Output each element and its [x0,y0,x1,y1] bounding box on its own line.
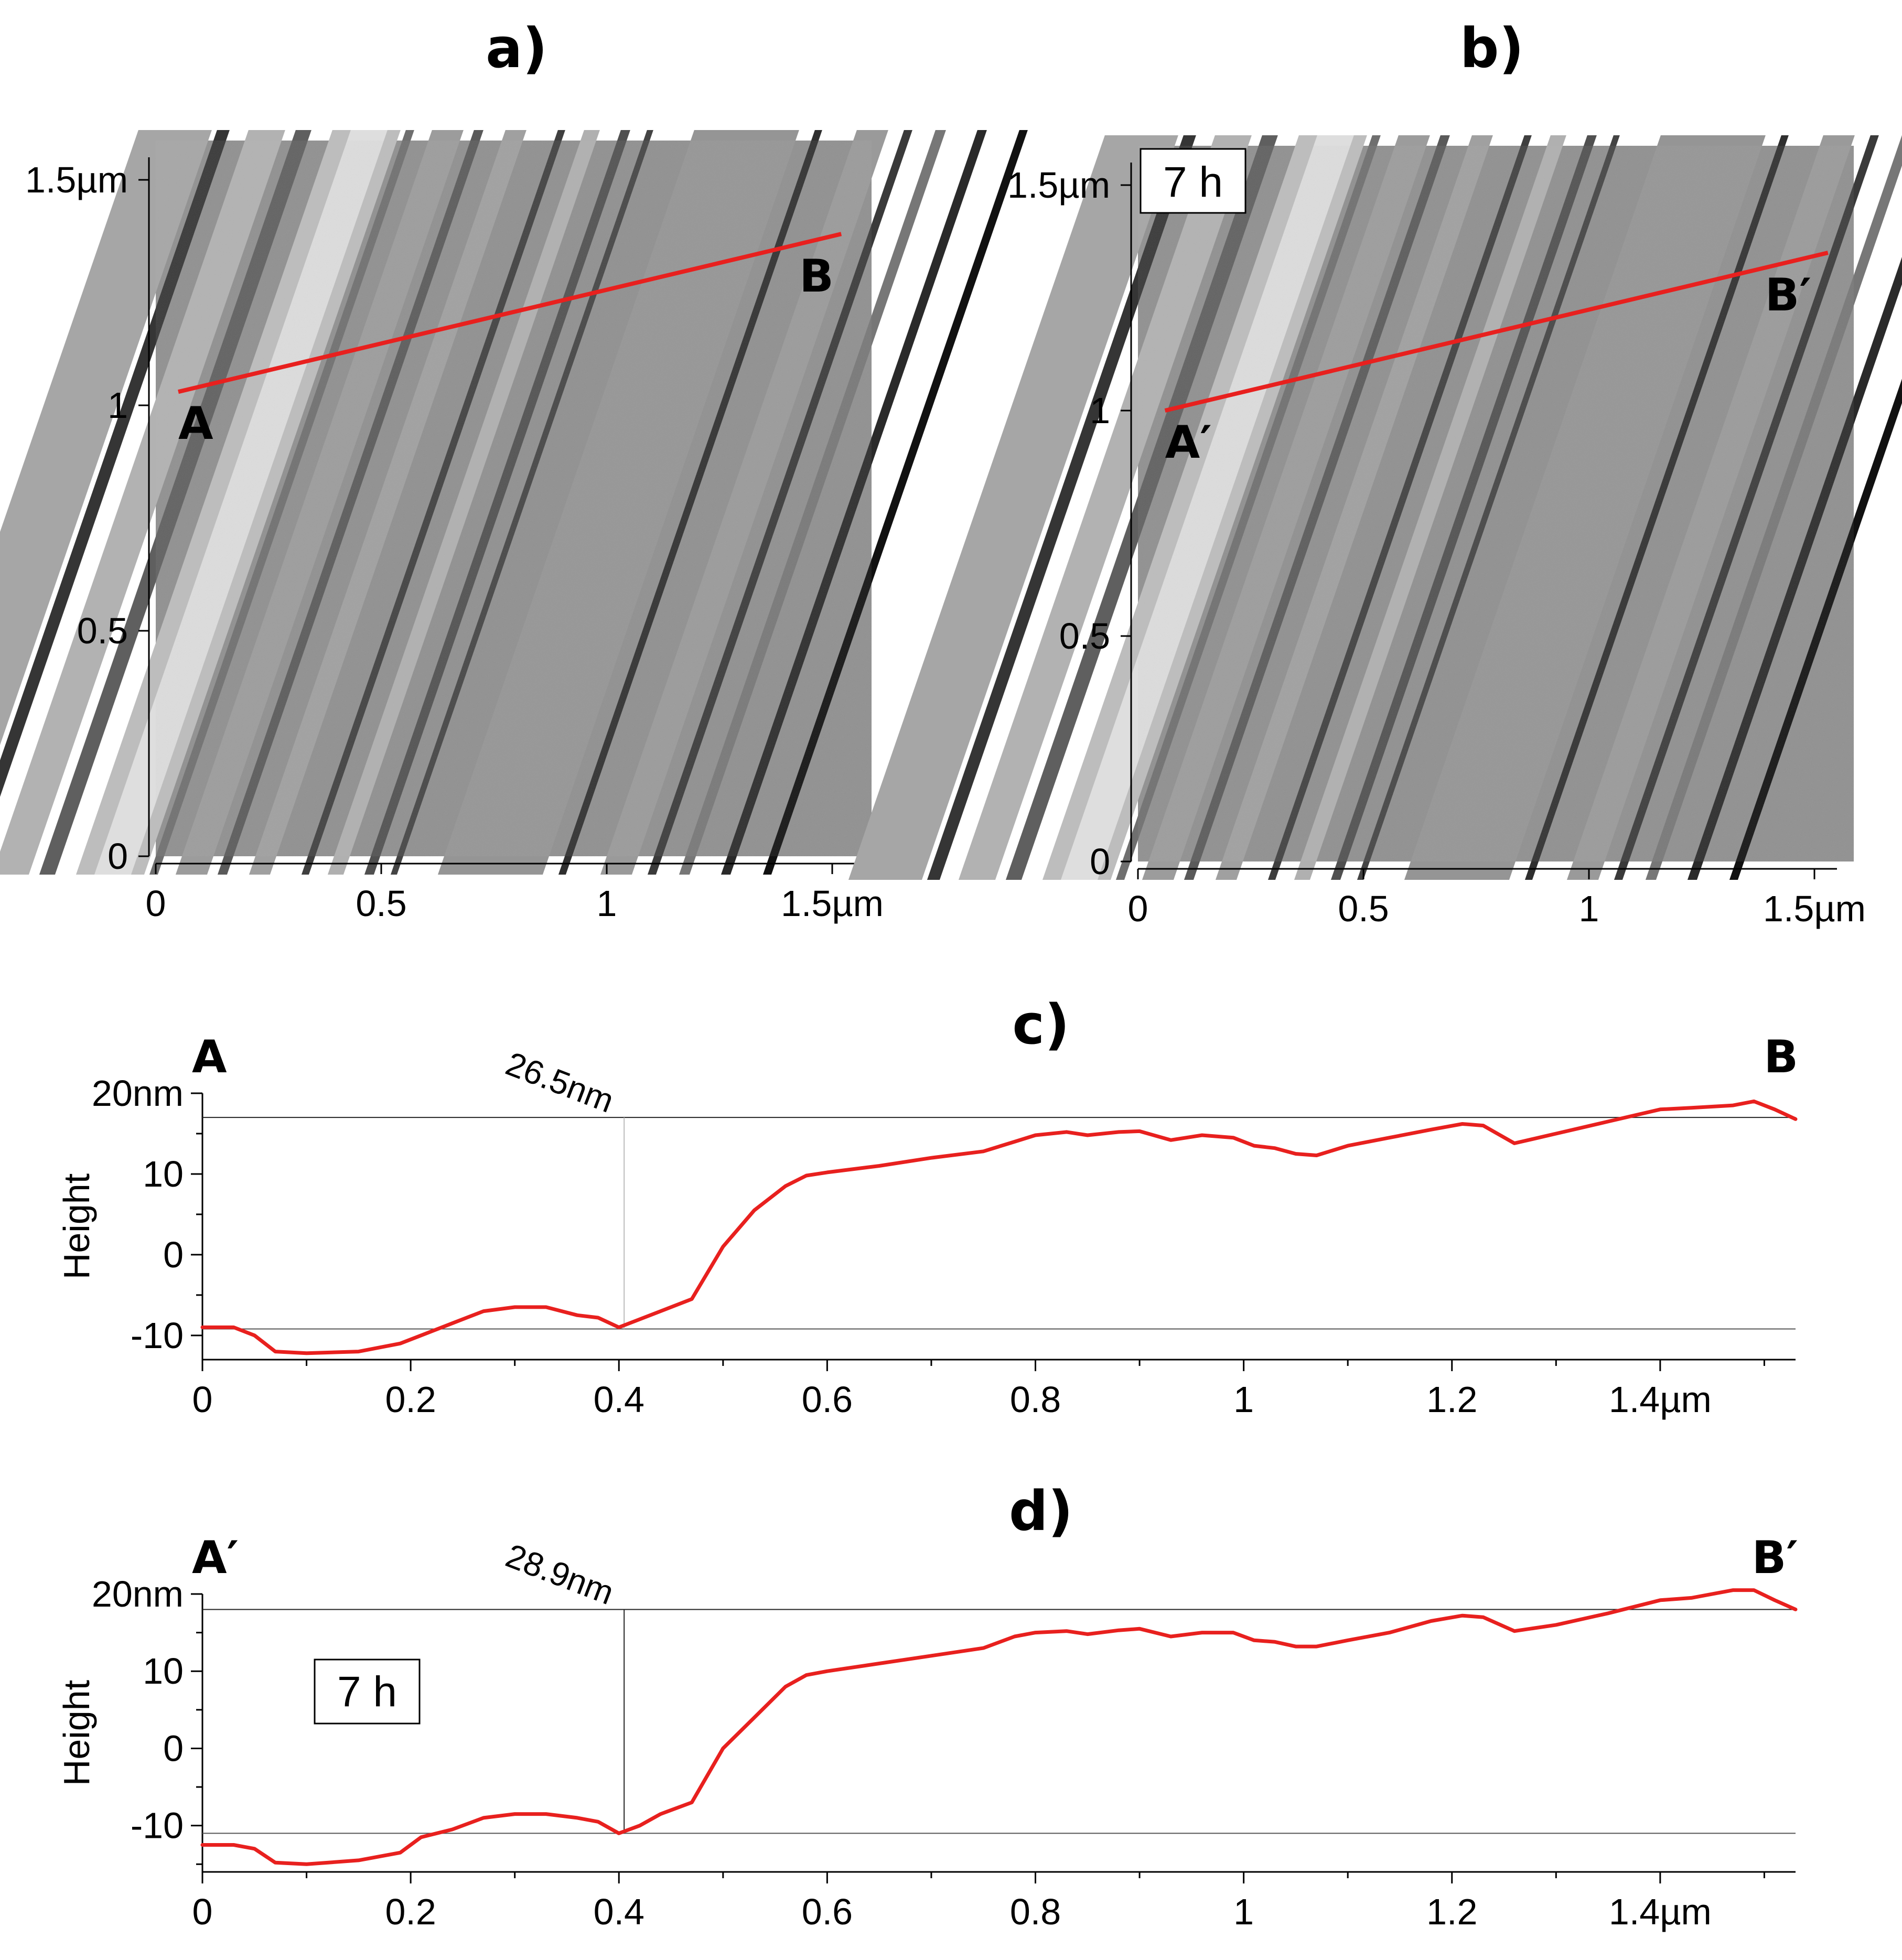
series-line [200,1099,1798,1355]
x-tick-label: 0 [1128,888,1148,929]
y-tick-label: 1 [108,385,128,426]
x-tick-label: 1 [1233,1379,1254,1420]
badge-d: 7 h [337,1668,397,1716]
y-tick-label: 20nm [92,1574,184,1614]
x-tick-label: 0.5 [356,883,406,924]
x-tick-label: 0.4 [594,1379,644,1420]
y-tick-label: 0 [1090,841,1110,882]
x-tick-label: 1.2 [1426,1379,1477,1420]
panel-b-title: b) [1460,16,1524,80]
x-tick-label: 0.2 [385,1379,436,1420]
badge-box-d [314,1659,421,1725]
y-tick-label: 1.5µm [25,159,128,200]
afm-image-a [0,130,1028,875]
x-tick-label: 1 [1579,888,1599,929]
y-tick-label: 0.5 [1059,616,1110,656]
y-tick-label: -10 [131,1315,184,1356]
profile-start-label: A′ [1165,416,1212,469]
y-tick-label: 1 [1090,390,1110,431]
panel-a-title: a) [486,16,547,80]
x-tick-label: 1.4µm [1609,1891,1712,1932]
profile-line [1164,251,1829,413]
x-tick-label: 1 [1233,1891,1254,1932]
x-tick-label: 0.8 [1010,1379,1061,1420]
x-tick-label: 0.5 [1338,888,1389,929]
x-tick-label: 0.2 [385,1891,436,1932]
afm-texture-a [0,130,1028,875]
x-tick-label: 0.4 [594,1891,644,1932]
x-tick-label: 0 [146,883,166,924]
x-tick-label: 1.4µm [1609,1379,1712,1420]
profile-start-label: A [178,397,213,450]
y-tick-label: 0 [163,1728,184,1769]
x-tick-label: 0 [192,1891,213,1932]
y-tick-label: 20nm [92,1073,184,1114]
chart-a: 0 0.5 1 1.5µm 0 0.5 1 1.5µm A B [25,159,884,924]
badge-box-b [1140,148,1246,214]
profile-start-label: A [192,1031,227,1083]
x-tick-label: 1.5µm [781,883,884,924]
panel-c-title: c) [1012,993,1069,1057]
y-tick-label: 1.5µm [1007,165,1110,206]
badge-b: 7 h [1163,158,1223,206]
profile-start-label: A′ [192,1532,239,1584]
y-tick-label: 0 [163,1234,184,1275]
profile-line [178,232,842,394]
profile-end-label: B′ [1752,1532,1798,1584]
profile-end-label: B [799,250,834,303]
x-tick-label: 0 [192,1379,213,1420]
y-tick-label: 10 [143,1154,184,1194]
series-line [200,1588,1798,1866]
profile-end-label: B [1764,1031,1798,1083]
y-tick-label: -10 [131,1805,184,1846]
x-tick-label: 0.8 [1010,1891,1061,1932]
y-tick-label: 0.5 [77,610,128,651]
x-tick-label: 0.6 [802,1891,853,1932]
chart-d: 0 0.2 0.4 0.6 0.8 1 1.2 1.4µm 20nm 10 0 -10 Height A′… [56,1532,1798,1932]
marker-label: 28.9nm [501,1536,619,1612]
chart-b: 0 0.5 1 1.5µm 0 0.5 1 1.5µm A′ B′ [1007,165,1866,929]
x-tick-label: 1 [597,883,617,924]
profile-end-label: B′ [1765,269,1811,321]
marker-label: 26.5nm [501,1044,619,1120]
y-axis-label: Height [56,1680,97,1786]
x-tick-label: 1.5µm [1763,888,1866,929]
afm-image-b: 7 h [848,135,1902,880]
panel-d-title: d) [1009,1479,1073,1543]
x-tick-label: 1.2 [1426,1891,1477,1932]
y-tick-label: 10 [143,1651,184,1692]
y-tick-label: 0 [108,836,128,877]
afm-texture-b [848,135,1902,880]
y-axis-label: Height [56,1173,97,1279]
x-tick-label: 0.6 [802,1379,853,1420]
chart-marks: 0 0.5 1 1.5µm 0 0.5 1 1.5µm A B 0 0.5 1 1.5µm 0 0.5 1 1.5… [25,159,1866,1932]
